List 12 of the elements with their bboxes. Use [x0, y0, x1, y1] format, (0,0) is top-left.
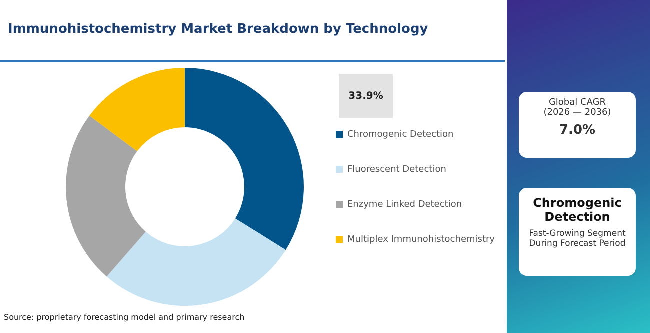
text: (2026 — 2036): [542, 108, 612, 118]
legend-label: Enzyme Linked Detection: [347, 200, 462, 210]
chart-title: Immunohistochemistry Market Breakdown by Technology: [8, 22, 428, 37]
legend-label: Multiplex Immunohistochemistry: [347, 234, 496, 245]
text: Chromogenic Detection: [532, 196, 623, 224]
source-note: Source: proprietary forecasting model and primary research: [4, 313, 245, 322]
data-label: 33.9%: [348, 90, 384, 102]
legend-label: Fluorescent Detection: [347, 164, 446, 175]
text: Global CAGR: [548, 98, 608, 108]
legend-label: Chromogenic Detection: [347, 130, 454, 140]
text: 7.0%: [558, 123, 597, 138]
text: Fast-Growing Segment During Forecast Period: [528, 229, 627, 249]
